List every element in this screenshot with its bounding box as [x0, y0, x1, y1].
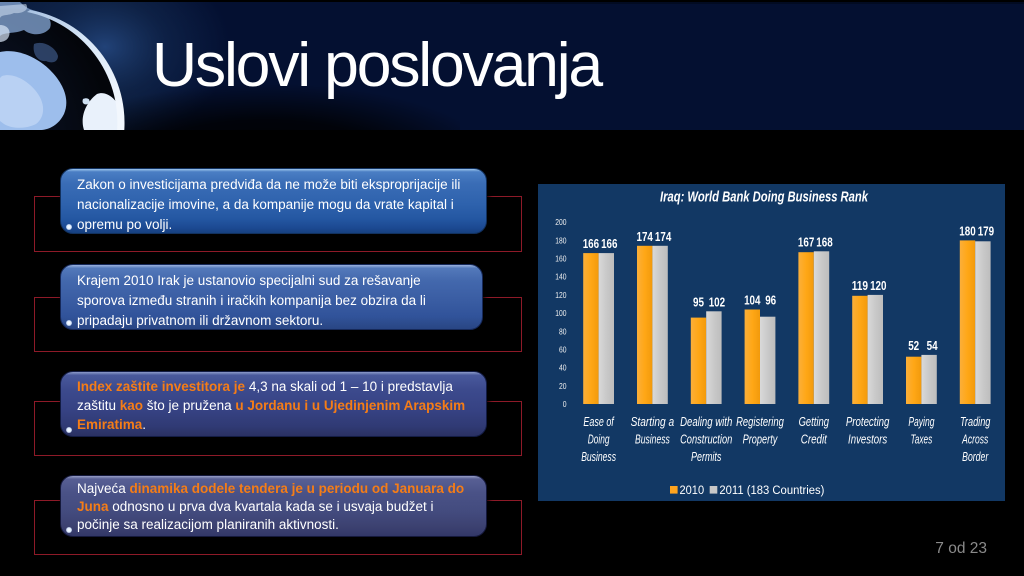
- svg-text:140: 140: [555, 273, 567, 282]
- svg-text:Construction: Construction: [680, 433, 732, 447]
- svg-text:Paying: Paying: [908, 415, 934, 429]
- svg-text:Protecting: Protecting: [846, 415, 890, 429]
- svg-text:Across: Across: [961, 433, 988, 447]
- svg-text:102: 102: [709, 294, 725, 309]
- svg-text:52: 52: [908, 338, 919, 353]
- svg-text:Doing: Doing: [588, 433, 610, 447]
- svg-text:180: 180: [555, 236, 567, 245]
- svg-text:Investors: Investors: [848, 433, 887, 447]
- svg-text:168: 168: [816, 234, 832, 249]
- svg-text:54: 54: [927, 338, 939, 353]
- svg-text:2010: 2010: [680, 485, 705, 497]
- svg-text:Registering: Registering: [736, 415, 784, 429]
- svg-text:Permits: Permits: [691, 450, 721, 464]
- svg-text:104: 104: [744, 293, 761, 308]
- svg-text:166: 166: [583, 236, 599, 251]
- svg-text:166: 166: [601, 236, 617, 251]
- svg-text:20: 20: [559, 382, 567, 391]
- svg-text:160: 160: [555, 255, 567, 264]
- svg-text:179: 179: [978, 223, 994, 238]
- svg-text:2011 (183 Countries): 2011 (183 Countries): [719, 485, 824, 497]
- svg-text:Iraq: World Bank Doing Busines: Iraq: World Bank Doing Business Rank: [660, 189, 868, 206]
- svg-text:Starting a: Starting a: [631, 415, 675, 429]
- svg-text:Business: Business: [635, 433, 670, 447]
- svg-text:Credit: Credit: [801, 433, 828, 447]
- svg-text:120: 120: [870, 278, 886, 293]
- svg-text:Ease of: Ease of: [583, 415, 614, 429]
- svg-text:80: 80: [559, 327, 567, 336]
- svg-text:96: 96: [765, 293, 776, 308]
- svg-text:Border: Border: [962, 450, 989, 464]
- svg-text:Taxes: Taxes: [911, 433, 933, 447]
- svg-text:200: 200: [555, 218, 567, 227]
- svg-text:Getting: Getting: [799, 415, 829, 429]
- svg-text:Trading: Trading: [960, 415, 990, 429]
- svg-text:Property: Property: [743, 433, 778, 447]
- svg-text:180: 180: [959, 223, 975, 238]
- svg-text:100: 100: [555, 309, 567, 318]
- svg-text:0: 0: [563, 400, 567, 409]
- svg-text:40: 40: [559, 364, 567, 373]
- svg-text:Business: Business: [581, 450, 616, 464]
- svg-text:174: 174: [655, 229, 672, 244]
- svg-text:Dealing with: Dealing with: [680, 415, 732, 429]
- svg-text:167: 167: [798, 234, 814, 249]
- svg-text:95: 95: [693, 294, 704, 309]
- svg-text:174: 174: [637, 229, 654, 244]
- svg-text:120: 120: [555, 291, 567, 300]
- svg-text:119: 119: [852, 278, 868, 293]
- svg-text:60: 60: [559, 346, 567, 355]
